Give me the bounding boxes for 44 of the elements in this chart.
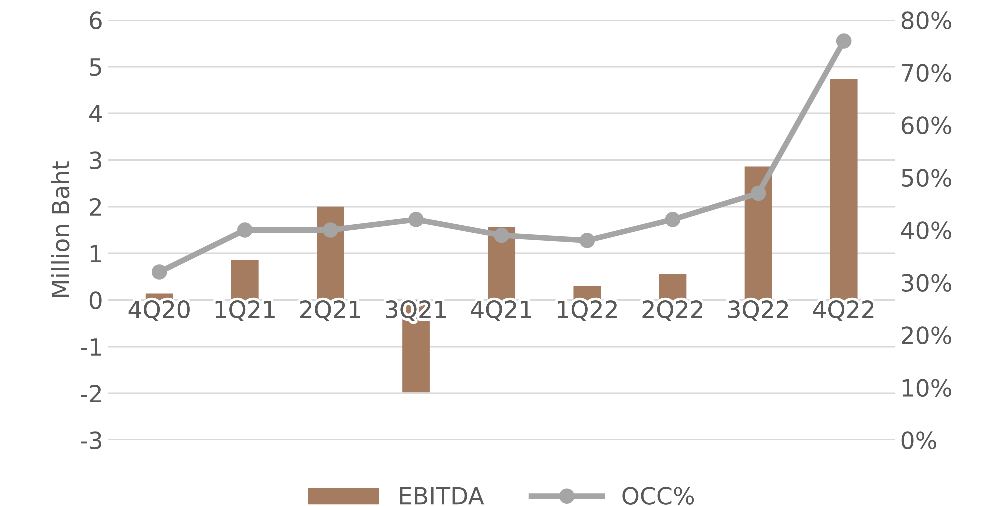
bar bbox=[744, 166, 772, 300]
point bbox=[408, 212, 424, 228]
point bbox=[580, 233, 596, 248]
y-tick-label: 4 bbox=[90, 105, 102, 123]
y-tick-label: -3 bbox=[80, 432, 102, 450]
legend-label: EBITDA bbox=[400, 487, 484, 505]
bar bbox=[659, 274, 687, 300]
point bbox=[238, 222, 253, 238]
y2-tick-label: 60% bbox=[902, 116, 952, 135]
x-tick-label: 2Q21 bbox=[300, 300, 360, 322]
point bbox=[665, 212, 681, 228]
x-tick-label: 1Q21 bbox=[216, 300, 275, 322]
bar bbox=[231, 260, 259, 300]
y-tick-label: -2 bbox=[80, 385, 102, 403]
x-tick-label: 1Q22 bbox=[558, 300, 617, 322]
point bbox=[323, 222, 338, 238]
y2-tick-label: 80% bbox=[902, 12, 952, 30]
point bbox=[750, 186, 766, 202]
point bbox=[152, 264, 168, 280]
bar bbox=[830, 80, 858, 300]
x-tick-label: 4Q22 bbox=[813, 300, 874, 322]
y-tick-label: 2 bbox=[90, 198, 102, 216]
x-tick-label: 4Q20 bbox=[128, 300, 190, 322]
x-tick-label: 4Q21 bbox=[471, 300, 532, 322]
y2-tick-label: 70% bbox=[902, 64, 952, 82]
y-tick-label: 5 bbox=[90, 58, 102, 76]
y-tick-label: 3 bbox=[90, 152, 102, 170]
y2-tick-label: 0% bbox=[902, 432, 936, 450]
y2-tick-label: 30% bbox=[902, 274, 952, 292]
point bbox=[494, 228, 510, 244]
y2-tick-label: 10% bbox=[902, 379, 952, 398]
y-tick-label: 1 bbox=[90, 245, 102, 263]
y2-tick-label: 20% bbox=[902, 326, 952, 345]
y-axis-title: Million Baht bbox=[51, 162, 70, 298]
point bbox=[836, 34, 852, 49]
legend-label: OCC% bbox=[622, 487, 694, 505]
y-tick-label: 6 bbox=[90, 12, 102, 30]
bar bbox=[574, 286, 602, 300]
x-tick-label: 3Q22 bbox=[728, 300, 788, 322]
y2-tick-label: 40% bbox=[901, 222, 952, 240]
y-tick-label: -1 bbox=[80, 338, 102, 356]
x-tick-label: 2Q22 bbox=[642, 300, 702, 322]
y2-tick-label: 50% bbox=[902, 169, 952, 188]
y-tick-label: 0 bbox=[90, 292, 102, 310]
